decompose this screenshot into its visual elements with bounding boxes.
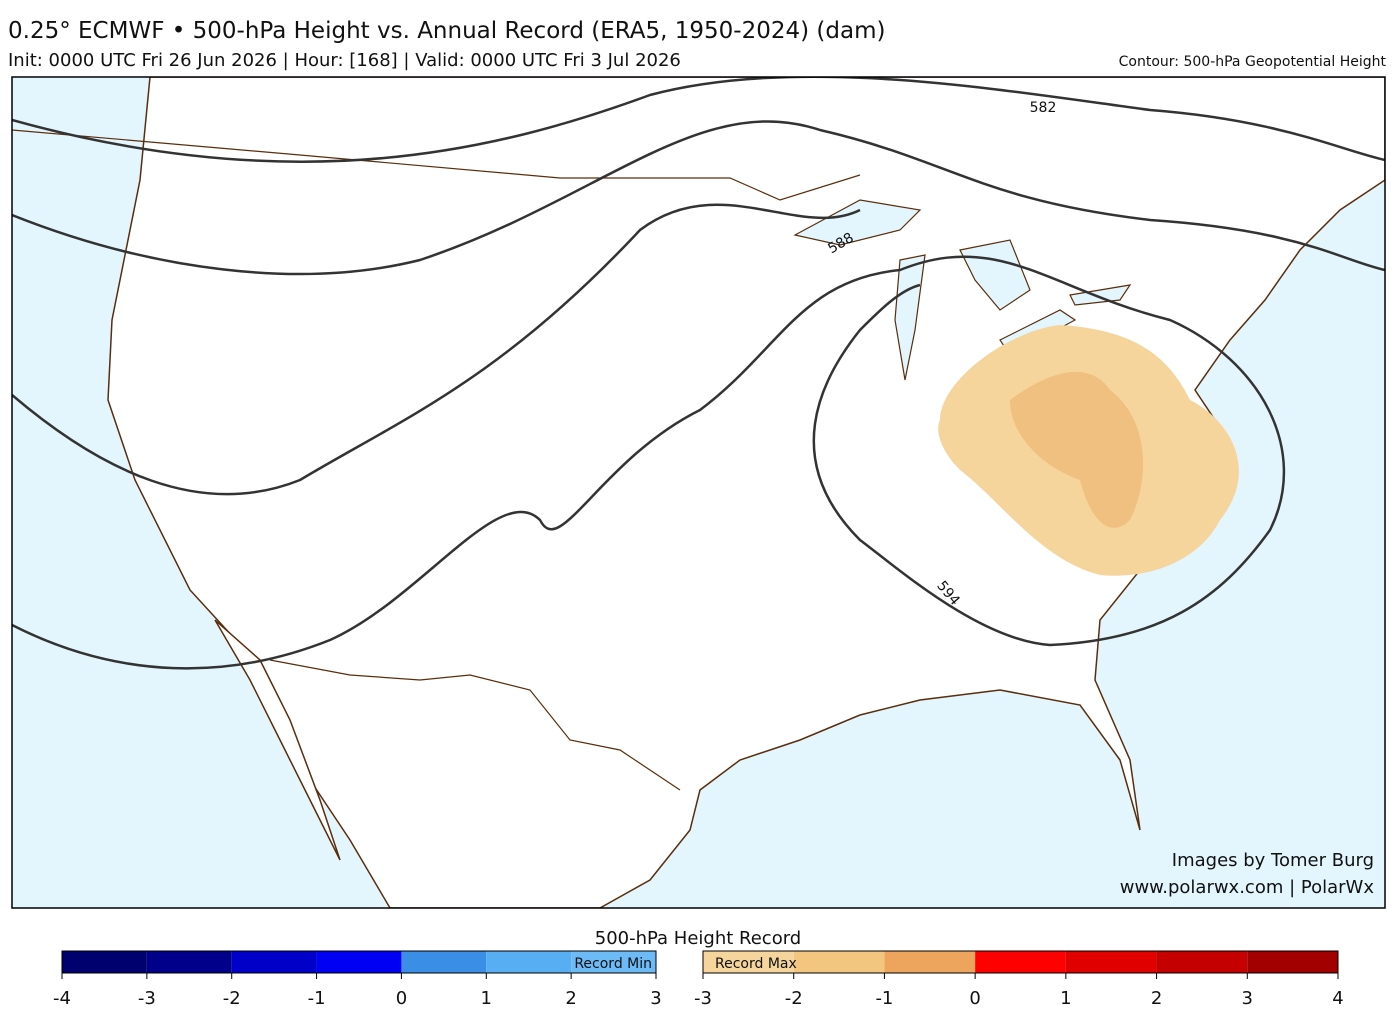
title: 0.25° ECMWF • 500-hPa Height vs. Annual … bbox=[8, 18, 885, 44]
tick-label: 3 bbox=[650, 988, 661, 1009]
tick-label: -1 bbox=[875, 988, 893, 1009]
tick-label: 3 bbox=[1242, 988, 1253, 1009]
border bbox=[269, 659, 681, 791]
tick-label: 0 bbox=[969, 988, 980, 1009]
color-segment bbox=[62, 951, 147, 973]
colorbar-title: 500-hPa Height Record bbox=[595, 928, 801, 949]
tick-label: -2 bbox=[223, 988, 241, 1009]
colorbar-label: Record Max bbox=[715, 956, 797, 972]
colorbar: -4 -3 -2 -1 0 1 2 3 Record Min -3 -2 -1 0 1 2 3 4 Record … bbox=[53, 950, 1344, 1009]
color-segment bbox=[231, 951, 317, 973]
tick-label: 1 bbox=[481, 988, 492, 1009]
color-segment bbox=[146, 951, 232, 973]
color-segment bbox=[793, 951, 885, 973]
map: 582 588 594 Images by Tomer Burg www.pol… bbox=[12, 77, 1385, 908]
tick-label: 0 bbox=[396, 988, 407, 1009]
baja bbox=[214, 619, 341, 861]
color-segment bbox=[316, 951, 402, 973]
contour-label: 582 bbox=[1030, 100, 1057, 116]
color-segment bbox=[884, 951, 976, 973]
tick-label: -1 bbox=[308, 988, 326, 1009]
subtitle: Init: 0000 UTC Fri 26 Jun 2026 | Hour: [… bbox=[8, 50, 681, 71]
tick-label: -3 bbox=[138, 988, 156, 1009]
colorbar-frame bbox=[61, 950, 657, 974]
tick-label: -4 bbox=[53, 988, 71, 1009]
tick-label: -3 bbox=[694, 988, 712, 1009]
record-max-core bbox=[1010, 371, 1144, 528]
map-frame bbox=[11, 76, 1386, 909]
tick-label: 1 bbox=[1060, 988, 1071, 1009]
colorbar-frame bbox=[702, 950, 1339, 974]
tick-label: 2 bbox=[1151, 988, 1162, 1009]
tick-label: 4 bbox=[1332, 988, 1343, 1009]
color-segment bbox=[1065, 951, 1157, 973]
color-segment bbox=[401, 951, 487, 973]
credit: Images by Tomer Burg bbox=[1172, 850, 1374, 871]
tick-label: -2 bbox=[785, 988, 803, 1009]
color-segment bbox=[703, 951, 794, 973]
color-segment bbox=[1247, 951, 1338, 973]
color-segment bbox=[1156, 951, 1248, 973]
border bbox=[12, 129, 861, 201]
tick-label: 2 bbox=[565, 988, 576, 1009]
contour-note: Contour: 500-hPa Geopotential Height bbox=[1119, 54, 1387, 70]
color-segment bbox=[571, 951, 656, 973]
colorbar-label: Record Min bbox=[574, 956, 652, 972]
credit: www.polarwx.com | PolarWx bbox=[1120, 877, 1375, 898]
color-segment bbox=[486, 951, 572, 973]
color-segment bbox=[975, 951, 1066, 973]
